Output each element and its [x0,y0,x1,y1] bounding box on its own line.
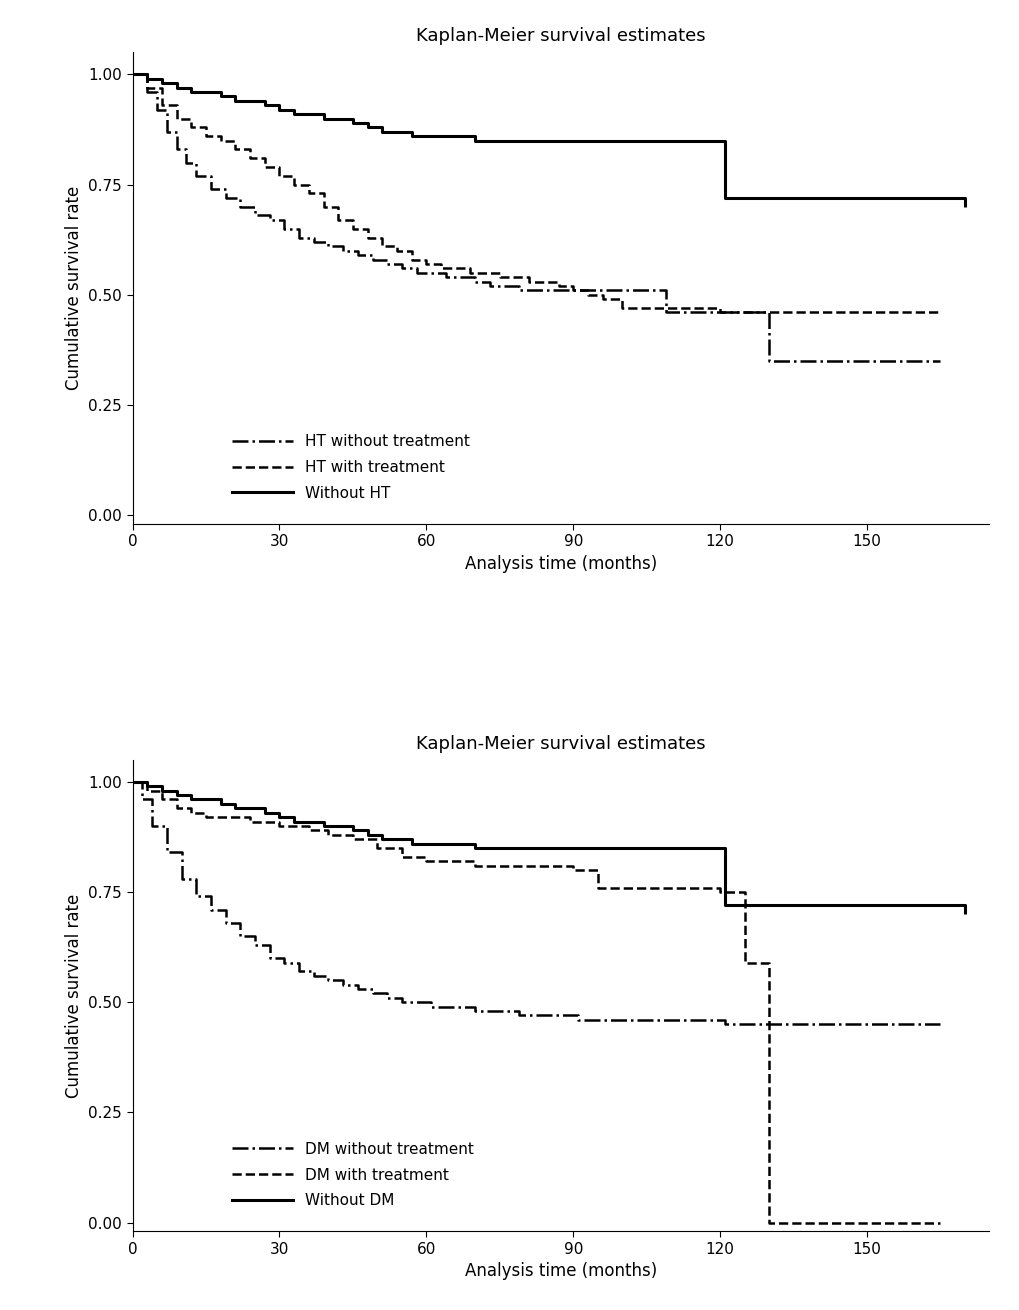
X-axis label: Analysis time (months): Analysis time (months) [465,1263,656,1280]
Y-axis label: Cumulative survival rate: Cumulative survival rate [65,186,83,390]
Title: Kaplan-Meier survival estimates: Kaplan-Meier survival estimates [416,28,705,46]
Y-axis label: Cumulative survival rate: Cumulative survival rate [65,893,83,1098]
Title: Kaplan-Meier survival estimates: Kaplan-Meier survival estimates [416,735,705,753]
X-axis label: Analysis time (months): Analysis time (months) [465,555,656,572]
Legend: DM without treatment, DM with treatment, Without DM: DM without treatment, DM with treatment,… [225,1136,480,1214]
Legend: HT without treatment, HT with treatment, Without HT: HT without treatment, HT with treatment,… [225,428,476,507]
